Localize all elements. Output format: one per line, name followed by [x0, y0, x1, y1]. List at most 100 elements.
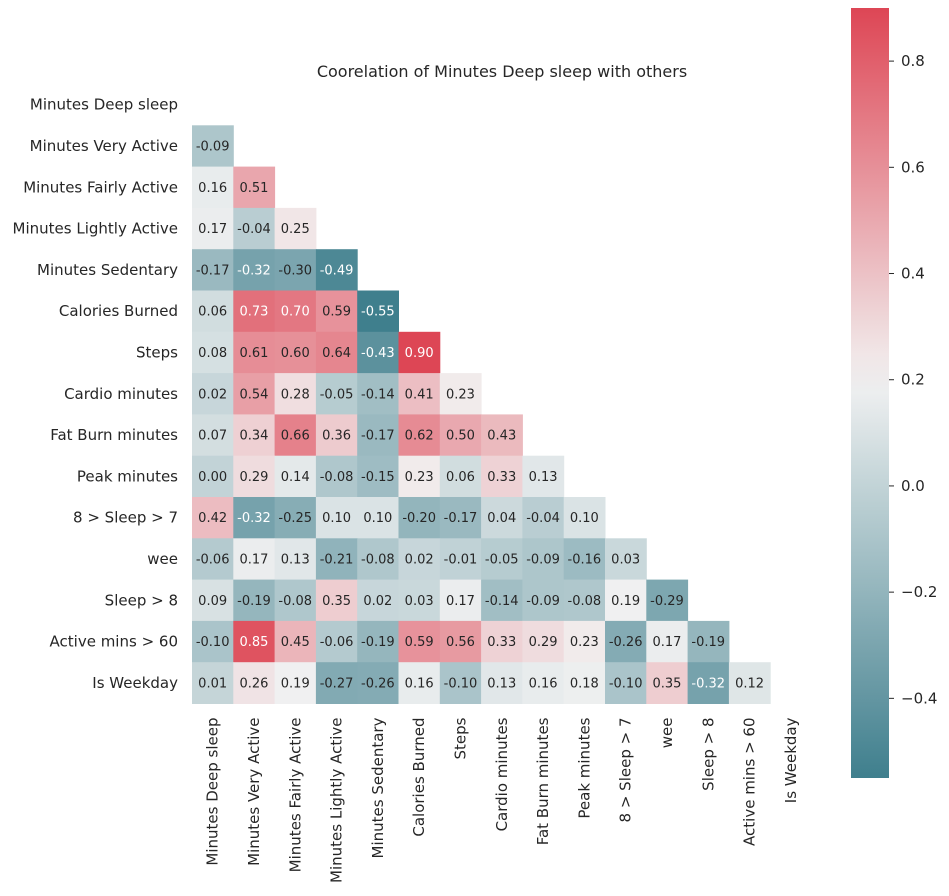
cell-value-label: -0.49 [320, 263, 354, 278]
cell-value-label: -0.06 [196, 552, 230, 567]
heatmap-cell [315, 414, 358, 457]
heatmap-cell [563, 497, 606, 539]
heatmap-cell [274, 579, 317, 622]
heatmap-cell [357, 662, 399, 704]
cell-value-label: 0.03 [611, 552, 640, 567]
x-tick-label: Fat Burn minutes [534, 717, 552, 845]
heatmap-cell [357, 331, 399, 374]
cell-value-label: 0.19 [281, 676, 310, 691]
cell-value-label: -0.21 [320, 552, 354, 567]
cell-value-label: -0.08 [278, 594, 312, 609]
colorbar-tick-label: −0.2 [901, 583, 937, 601]
x-tick-label: Is Weekday [782, 717, 800, 803]
heatmap-cell [315, 331, 358, 374]
heatmap-cell [481, 620, 523, 663]
x-axis-labels: Minutes Deep sleep Minutes Very Active Min… [204, 717, 800, 883]
heatmap-cell [605, 579, 647, 622]
colorbar: −0.4 −0.2 0.0 0.2 0.4 0.6 0.8 [851, 8, 937, 778]
cell-value-label: 0.28 [281, 387, 310, 402]
heatmap-cell [274, 414, 317, 457]
cell-value-label: -0.10 [196, 635, 230, 650]
cell-value-label: -0.20 [402, 511, 436, 526]
y-tick-label: wee [147, 550, 178, 568]
heatmap-cell [687, 620, 730, 663]
heatmap-cell [439, 620, 482, 663]
x-tick-label: Calories Burned [410, 718, 428, 837]
heatmap-cell [274, 207, 317, 250]
heatmap-cell [233, 414, 276, 457]
heatmap-cell [398, 497, 441, 539]
heatmap-cell [315, 455, 358, 498]
heatmap-cell [274, 331, 317, 374]
x-tick-label: 8 > Sleep > 7 [617, 718, 635, 823]
heatmap-cell [522, 497, 565, 539]
heatmap-cell [439, 414, 482, 457]
x-tick-label: Active mins > 60 [741, 718, 759, 846]
cell-value-label: -0.26 [609, 635, 643, 650]
heatmap-cell [481, 455, 523, 498]
cell-value-label: 0.06 [446, 470, 475, 485]
heatmap-cell [233, 249, 276, 291]
heatmap-cell [192, 497, 234, 539]
cell-value-label: 0.35 [322, 594, 351, 609]
colorbar-tick-label: 0.8 [901, 52, 925, 70]
y-tick-label: Minutes Sedentary [37, 261, 178, 279]
cell-value-label: 0.00 [198, 470, 227, 485]
heatmap-cell [398, 662, 441, 704]
cell-value-label: 0.07 [198, 429, 227, 444]
heatmap-cell [398, 331, 441, 374]
cell-value-label: 0.23 [570, 635, 599, 650]
y-tick-label: Peak minutes [77, 467, 178, 485]
heatmap-cell [522, 455, 565, 498]
cell-value-label: -0.16 [568, 552, 602, 567]
heatmap-cell [192, 166, 234, 209]
heatmap-cell [233, 207, 276, 250]
heatmap-cell [522, 579, 565, 622]
heatmap-cell [274, 290, 317, 333]
heatmap-cell [357, 414, 399, 457]
heatmap-cell [522, 662, 565, 704]
cell-value-label: 0.18 [570, 676, 599, 691]
colorbar-tick-label: 0.6 [901, 158, 925, 176]
colorbar-tick-label: −0.4 [901, 689, 937, 707]
heatmap-cell [233, 455, 276, 498]
cell-value-label: 0.01 [198, 676, 227, 691]
heatmap-cell [315, 290, 358, 333]
heatmap-cell [192, 207, 234, 250]
cell-value-label: 0.17 [198, 222, 227, 237]
heatmap-cell [315, 538, 358, 581]
heatmap-cell [233, 373, 276, 415]
cell-value-label: 0.04 [487, 511, 516, 526]
cell-value-label: -0.43 [361, 346, 395, 361]
heatmap-cell [398, 455, 441, 498]
cell-value-label: -0.55 [361, 305, 395, 320]
y-tick-label: Sleep > 8 [105, 591, 178, 609]
cell-value-label: 0.85 [239, 635, 268, 650]
heatmap-cell [481, 538, 523, 581]
heatmap-cell [398, 373, 441, 415]
heatmap-cell [481, 579, 523, 622]
cell-value-label: -0.04 [237, 222, 271, 237]
cell-value-label: -0.08 [568, 594, 602, 609]
heatmap-cell [192, 373, 234, 415]
cell-value-label: -0.15 [361, 470, 395, 485]
heatmap-cell [439, 497, 482, 539]
y-tick-label: Minutes Fairly Active [23, 178, 178, 196]
colorbar-tick-label: 0.2 [901, 371, 925, 389]
cell-value-label: -0.09 [526, 552, 560, 567]
heatmap-cell [233, 497, 276, 539]
heatmap-cell [646, 662, 689, 704]
cell-value-label: 0.90 [405, 346, 434, 361]
cell-value-label: -0.29 [650, 594, 684, 609]
heatmap-cells: -0.09 0.16 0.51 0.17 -0.04 0.25 -0.17 -0.32 -0.3… [192, 125, 771, 704]
cell-value-label: 0.29 [529, 635, 558, 650]
heatmap-cell [398, 620, 441, 663]
heatmap-cell [274, 538, 317, 581]
cell-value-label: -0.27 [320, 676, 354, 691]
cell-value-label: -0.17 [361, 429, 395, 444]
cell-value-label: -0.05 [485, 552, 519, 567]
cell-value-label: 0.56 [446, 635, 475, 650]
heatmap-cell [357, 497, 399, 539]
y-tick-label: Calories Burned [59, 302, 178, 320]
